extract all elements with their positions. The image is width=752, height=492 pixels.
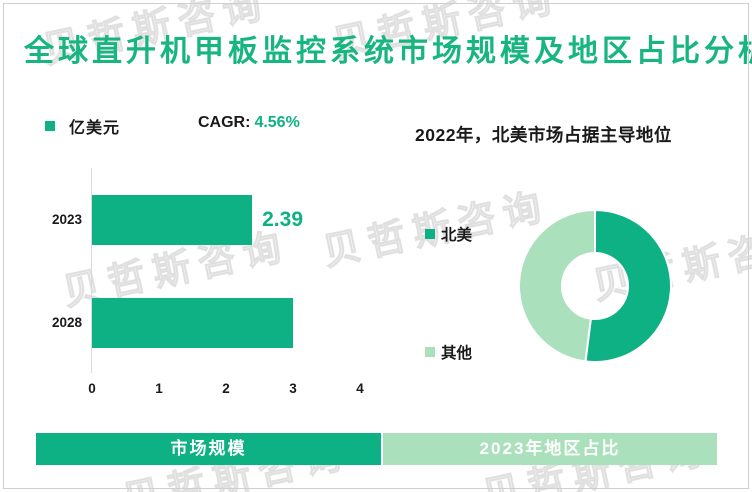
unit-legend-marker-icon [45,121,55,131]
tab-region-share[interactable]: 2023年地区占比 [383,433,717,465]
cagr-value: 4.56% [254,114,300,131]
donut-slice-北美 [584,208,672,363]
cagr-label: CAGR: [198,114,251,131]
donut-slice-其他 [518,208,596,363]
donut-legend-item-北美: 北美 [425,223,472,245]
cagr-text: CAGR: 4.56% [198,114,300,132]
bar-2023 [92,195,253,245]
x-axis-tick-label: 0 [88,381,96,396]
x-axis-tick-label: 1 [155,381,163,396]
tab-market-size[interactable]: 市场规模 [36,433,381,465]
legend-marker-icon [425,229,435,239]
bar-category-label: 2023 [51,212,82,227]
legend-label: 北美 [441,227,473,244]
market-size-bar-chart: 2023 2.39 2028 0 1 2 3 4 [0,160,385,410]
donut-chart-heading: 2022年，北美市场占据主导地位 [415,125,672,145]
bar-category-label: 2028 [51,315,82,330]
donut-legend-item-其他: 其他 [425,341,472,363]
legend-marker-icon [425,347,435,357]
y-axis-line [91,168,92,373]
bar-value-label: 2.39 [262,208,303,231]
unit-label: 亿美元 [69,120,121,137]
legend-label: 其他 [441,345,473,362]
region-share-donut-chart [518,208,672,363]
x-axis-tick-label: 3 [289,381,297,396]
x-axis-tick-label: 2 [222,381,230,396]
page-title: 全球直升机甲板监控系统市场规模及地区占比分析 [24,35,752,68]
bar-2028 [92,298,293,348]
unit-legend: 亿美元 [45,114,120,138]
x-axis-tick-label: 4 [356,381,364,396]
